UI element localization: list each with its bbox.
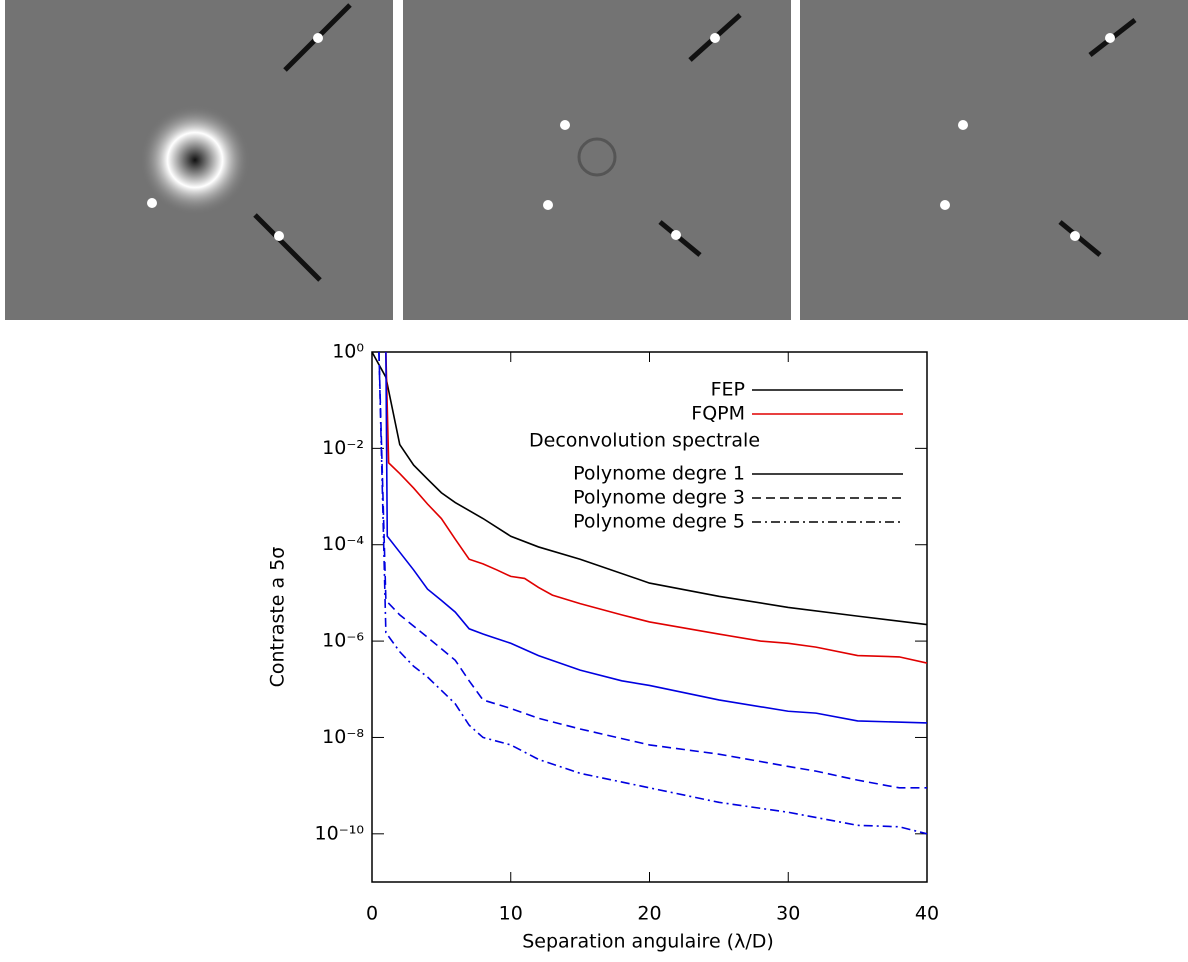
image-feature xyxy=(710,33,720,43)
image-feature xyxy=(543,200,553,210)
image-feature xyxy=(1070,231,1080,241)
y-tick-label: 10⁻⁴ xyxy=(322,533,364,555)
legend-label: Polynome degre 3 xyxy=(573,487,745,509)
image-feature xyxy=(1058,220,1102,257)
image-feature xyxy=(658,220,702,257)
image-feature xyxy=(253,213,322,282)
image-panel xyxy=(403,0,791,320)
data-line xyxy=(385,351,928,724)
legend-heading: Deconvolution spectrale xyxy=(529,430,760,452)
image-feature xyxy=(274,231,284,241)
image-feature xyxy=(958,120,968,130)
x-tick-label: 30 xyxy=(776,903,800,925)
image-feature xyxy=(1105,33,1115,43)
image-feature xyxy=(140,105,250,215)
legend-label: FEP xyxy=(711,379,745,401)
image-feature xyxy=(577,137,617,177)
legend-label: FQPM xyxy=(691,403,745,425)
image-feature xyxy=(560,120,570,130)
x-tick-label: 20 xyxy=(637,903,661,925)
x-tick-label: 0 xyxy=(366,903,378,925)
image-feature xyxy=(313,33,323,43)
y-tick-label: 10⁻⁸ xyxy=(322,726,364,748)
data-line xyxy=(378,351,928,835)
x-axis-label: Separation angulaire (λ/D) xyxy=(522,931,774,953)
x-tick-label: 10 xyxy=(499,903,523,925)
data-line xyxy=(385,351,928,664)
y-axis-label: Contraste a 5σ xyxy=(267,547,289,688)
data-line xyxy=(371,351,928,626)
x-tick-label: 40 xyxy=(915,903,939,925)
y-tick-label: 10⁰ xyxy=(332,341,364,363)
image-panel xyxy=(800,0,1188,320)
y-tick-label: 10⁻⁶ xyxy=(322,630,364,652)
legend-label: Polynome degre 5 xyxy=(573,511,745,533)
image-panels xyxy=(5,0,1188,320)
image-feature xyxy=(147,198,157,208)
image-feature xyxy=(940,200,950,210)
y-tick-label: 10⁻¹⁰ xyxy=(315,822,364,844)
data-line xyxy=(378,351,927,789)
image-feature xyxy=(671,230,681,240)
y-tick-label: 10⁻² xyxy=(322,437,364,459)
legend-label: Polynome degre 1 xyxy=(573,463,745,485)
